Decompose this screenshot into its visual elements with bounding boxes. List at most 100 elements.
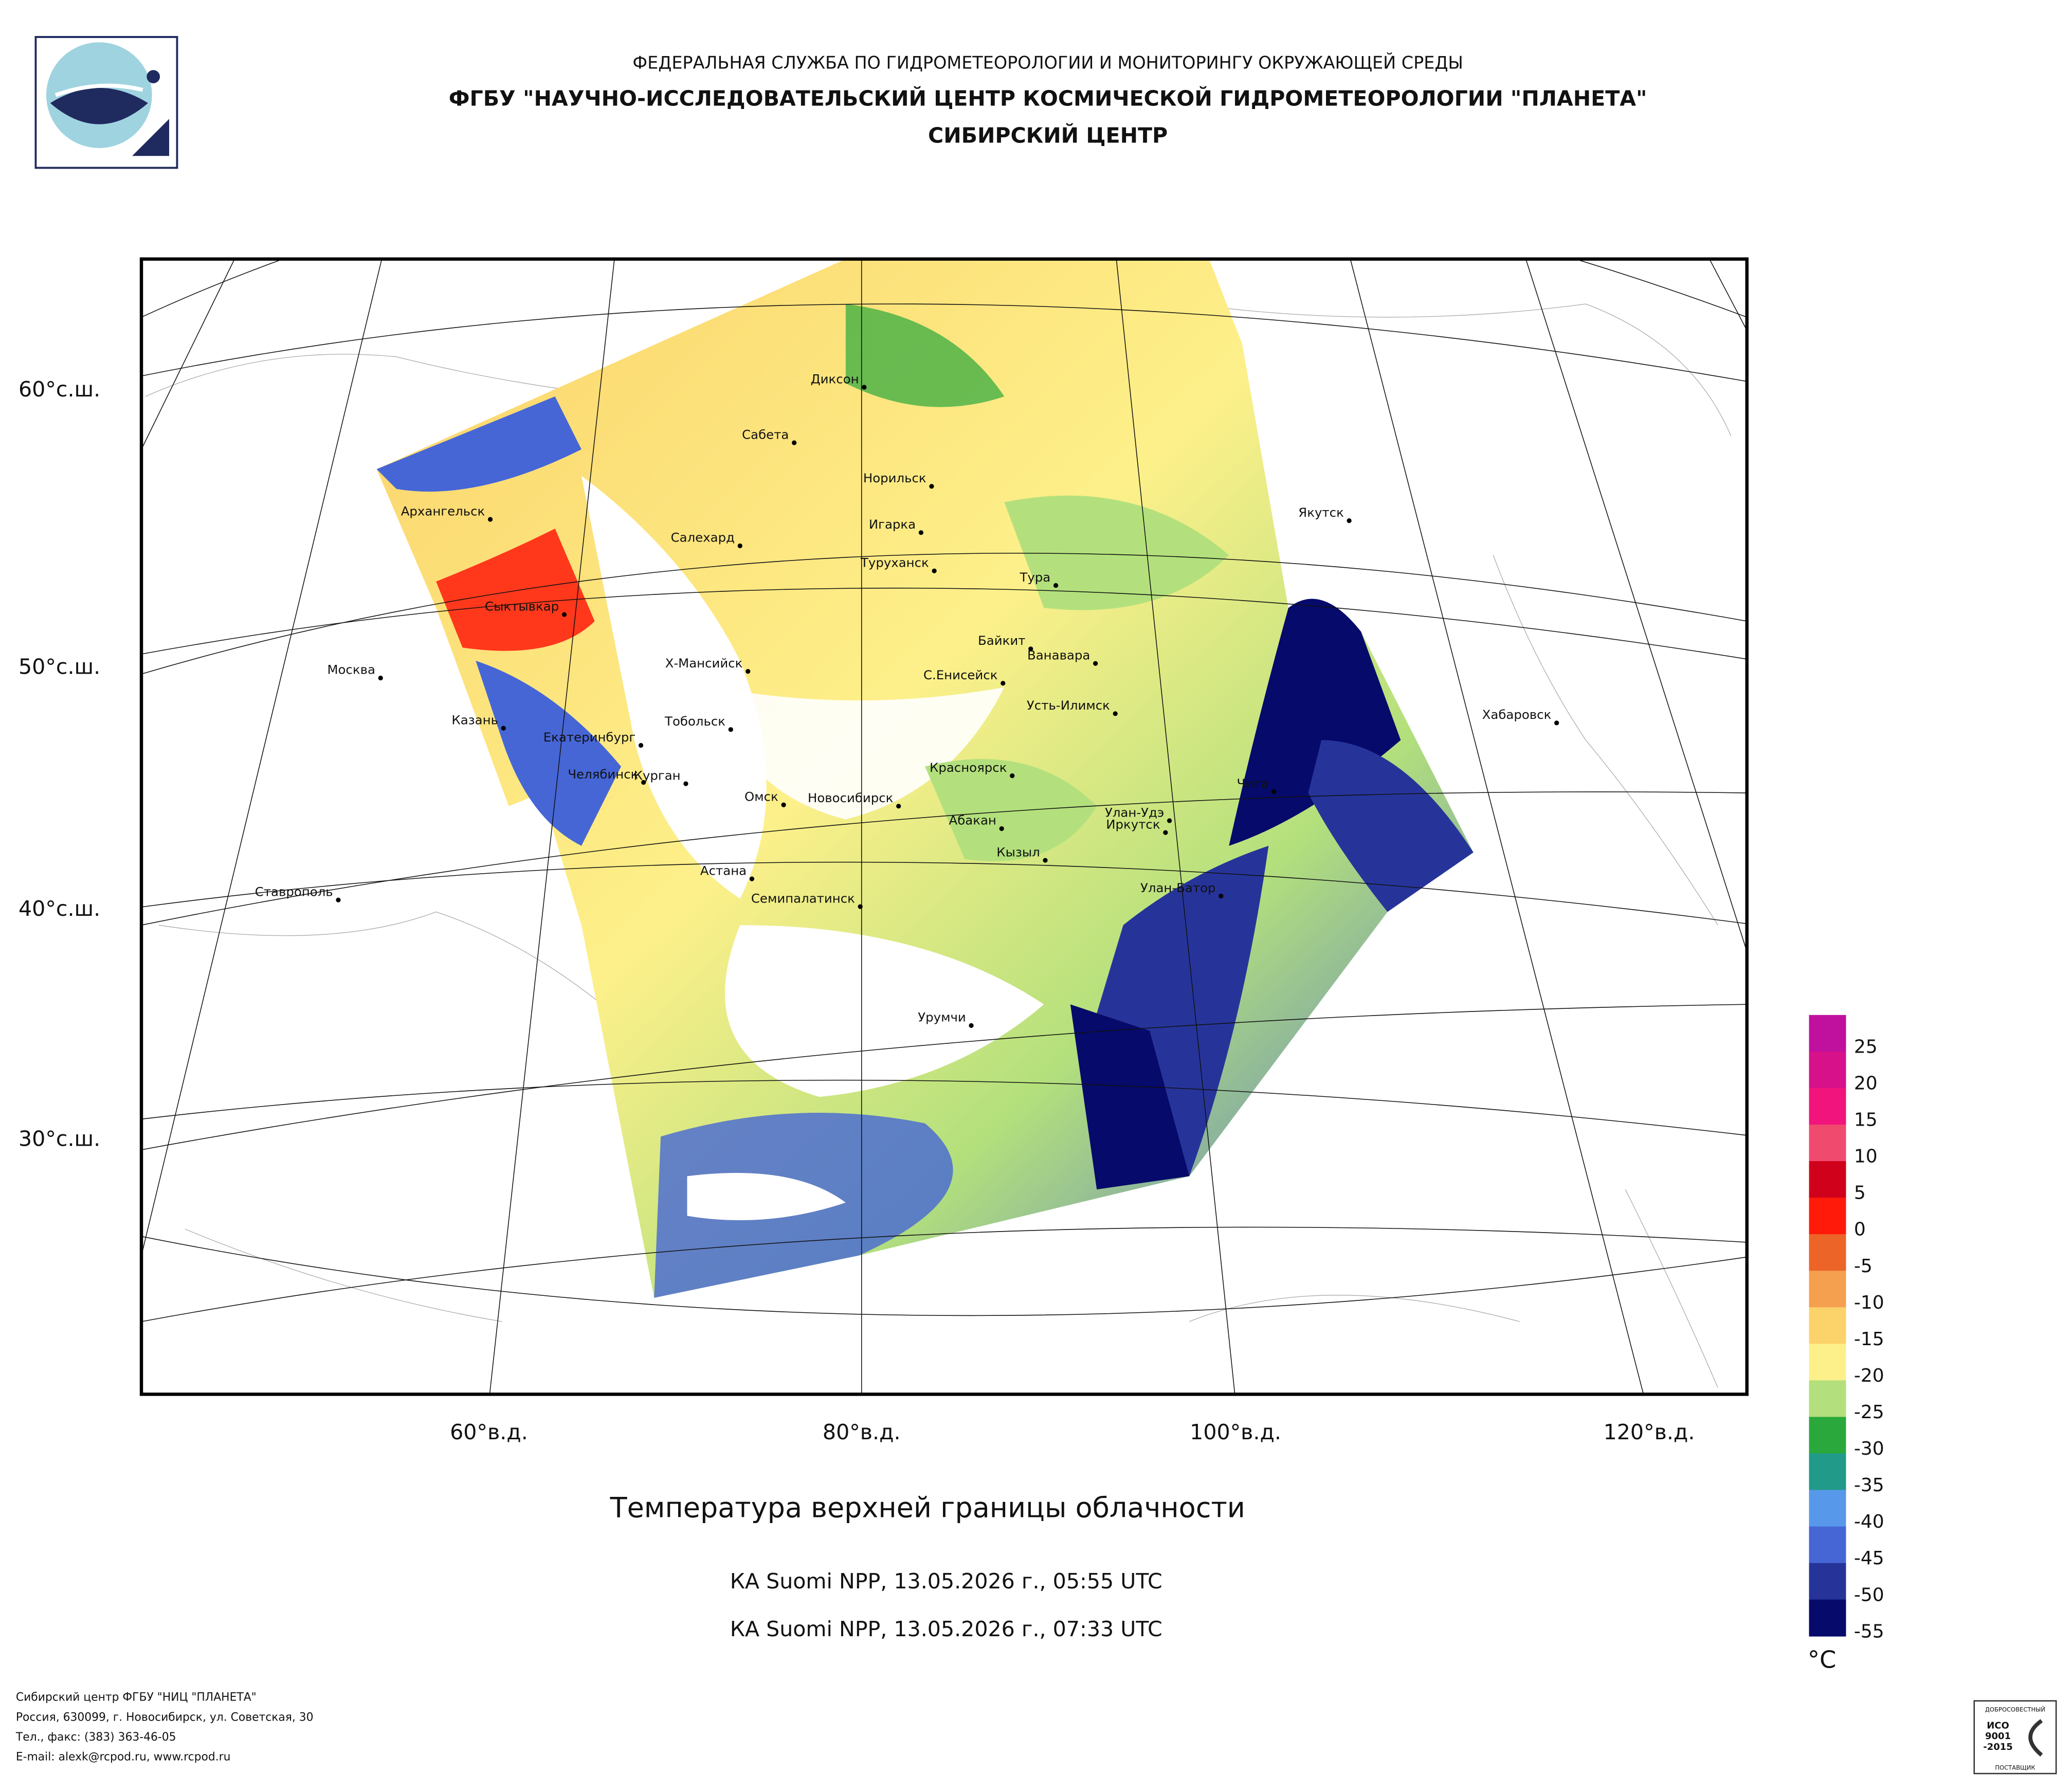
legend-swatch: [1809, 1526, 1846, 1564]
city-dot: [737, 543, 742, 549]
subtitle: КА Suomi NPP, 13.05.2026 г., 07:33 UTC: [730, 1617, 1162, 1641]
map-image: [141, 259, 1747, 1395]
legend-tick-label: -15: [1854, 1329, 1884, 1350]
city-label: Норильск: [863, 471, 926, 485]
axis-labels: 60°с.ш. 50°с.ш. 40°с.ш. 30°с.ш. 60°в.д. 80°в.…: [19, 377, 1695, 1444]
city-label: Казань: [451, 712, 498, 727]
legend-tick-label: -45: [1854, 1548, 1884, 1569]
header-line: ФЕДЕРАЛЬНАЯ СЛУЖБА ПО ГИДРОМЕТЕОРОЛОГИИ …: [632, 52, 1463, 73]
lon-label: 120°в.д.: [1604, 1420, 1695, 1444]
city-dot: [781, 802, 786, 807]
city-dot: [896, 804, 901, 809]
city-dot: [746, 668, 751, 674]
footer-line: Россия, 630099, г. Новосибирск, ул. Сове…: [16, 1711, 314, 1724]
legend-swatch: [1809, 1417, 1846, 1454]
lat-label: 40°с.ш.: [19, 896, 100, 921]
legend-tick-label: 5: [1854, 1183, 1866, 1204]
city-dot: [929, 484, 934, 489]
city-dot: [641, 780, 646, 785]
footer-line: Сибирский центр ФГБУ "НИЦ "ПЛАНЕТА": [16, 1691, 257, 1704]
city-label: Хабаровск: [1482, 707, 1552, 722]
city-dot: [1167, 818, 1172, 823]
legend-swatch: [1809, 1307, 1846, 1345]
badge-text: -2015: [1983, 1742, 2013, 1752]
city-dot: [1113, 711, 1118, 716]
city-label: Игарка: [869, 517, 916, 532]
city-dot: [1347, 518, 1352, 523]
legend-tick-label: 25: [1854, 1036, 1878, 1057]
city-label: Тобольск: [664, 714, 725, 729]
city-label: Челябинск: [568, 767, 638, 782]
city-label: Сыктывкар: [485, 599, 559, 613]
legend-unit: °C: [1808, 1645, 1836, 1673]
city-label: Сабета: [742, 427, 789, 442]
city-dot: [1163, 830, 1168, 835]
legend-tick-label: 10: [1854, 1146, 1878, 1167]
legend-swatch: [1809, 1198, 1846, 1235]
city-label: Иркутск: [1106, 817, 1160, 831]
city-label: Кызыл: [996, 844, 1040, 859]
city-label: Тура: [1019, 570, 1050, 585]
city-dot: [378, 675, 383, 681]
city-label: Х-Мансийск: [665, 656, 743, 671]
city-dot: [1093, 661, 1098, 666]
badge-text: ИСО: [1987, 1721, 2009, 1731]
city-dot: [1554, 720, 1559, 726]
city-label: Улан-Удэ: [1105, 805, 1164, 820]
city-dot: [1219, 893, 1224, 899]
city-dot: [792, 440, 797, 445]
city-dot: [999, 826, 1004, 831]
city-label: Ставрополь: [255, 884, 333, 899]
legend-tick-label: 15: [1854, 1110, 1878, 1131]
city-dot: [683, 781, 688, 786]
footer-line: E-mail: alexk@rcpod.ru, www.rcpod.ru: [16, 1750, 231, 1763]
legend-tick-label: -50: [1854, 1584, 1884, 1605]
city-label: Усть-Илимск: [1027, 698, 1110, 713]
city-dot: [1043, 858, 1048, 863]
cities: Диксон Сабета Норильск Игарка Туруханск Тура А…: [255, 371, 1559, 1028]
city-label: Новосибирск: [808, 790, 893, 805]
legend: 25 20 15 10 5 0 -5 -10 -15 -20 -25 -30 -35 -40 -45 -50 -…: [1808, 1015, 1884, 1673]
badge-text: ДОБРОСОВЕСТНЫЙ: [1985, 1705, 2045, 1713]
legend-tick-label: -55: [1854, 1621, 1884, 1642]
city-label: Екатеринбург: [543, 730, 635, 745]
city-label: Салехард: [671, 530, 735, 545]
iso-badge: ДОБРОСОВЕСТНЫЙ ИСО 9001 -2015 ПОСТАВЩИК: [1973, 1700, 2057, 1775]
city-label: Абакан: [949, 813, 996, 828]
city-dot: [501, 726, 506, 731]
legend-swatch: [1809, 1161, 1846, 1198]
legend-swatch: [1809, 1234, 1846, 1271]
city-dot: [1271, 789, 1277, 794]
legend-tick-label: -40: [1854, 1511, 1884, 1532]
header-line: СИБИРСКИЙ ЦЕНТР: [928, 123, 1168, 148]
legend-swatch: [1809, 1563, 1846, 1600]
legend-tick-label: -25: [1854, 1402, 1884, 1423]
city-dot: [1028, 646, 1033, 652]
badge-text: 9001: [1985, 1731, 2011, 1742]
title: Температура верхней границы облачности: [610, 1491, 1245, 1524]
city-dot: [561, 612, 567, 617]
legend-swatch: [1809, 1380, 1846, 1418]
city-label: Семипалатинск: [751, 891, 855, 906]
city-dot: [749, 876, 755, 881]
city-dot: [728, 727, 733, 732]
city-label: Якутск: [1298, 505, 1344, 520]
city-label: Улан-Батор: [1140, 880, 1216, 895]
logo: [34, 36, 178, 169]
city-dot: [1010, 773, 1015, 779]
city-label: Байкит: [978, 633, 1025, 648]
city-dot: [858, 904, 863, 909]
city-dot: [1053, 583, 1059, 588]
subtitle: КА Suomi NPP, 13.05.2026 г., 05:55 UTC: [730, 1569, 1162, 1594]
legend-tick-label: 20: [1854, 1073, 1878, 1094]
legend-tick-label: -35: [1854, 1475, 1884, 1496]
lon-label: 60°в.д.: [450, 1420, 528, 1444]
city-label: Омск: [744, 789, 778, 804]
city-label: Курган: [634, 768, 681, 783]
legend-tick-label: -10: [1854, 1292, 1884, 1313]
legend-tick-label: -30: [1854, 1438, 1884, 1459]
city-label: Красноярск: [930, 760, 1007, 775]
